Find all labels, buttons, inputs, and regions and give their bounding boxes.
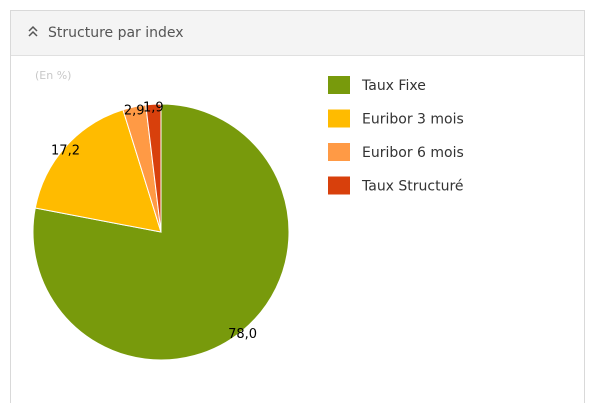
panel-title: Structure par index [48, 25, 184, 41]
legend-label: Taux Fixe [361, 78, 426, 94]
legend-label: Taux Structuré [361, 179, 464, 195]
chart-subtitle: (En %) [35, 69, 71, 82]
legend-label: Euribor 3 mois [362, 112, 464, 128]
legend-swatch [328, 109, 350, 128]
data-label: 1,9 [143, 101, 164, 116]
collapse-icon[interactable] [28, 25, 38, 37]
panel-header[interactable] [11, 11, 584, 55]
data-label: 2,9 [124, 103, 145, 118]
data-label: 17,2 [51, 143, 80, 158]
pie-slice [34, 109, 162, 233]
data-label: 78,0 [228, 327, 257, 342]
legend-swatch [328, 76, 350, 94]
pie-slice [145, 103, 162, 233]
legend-swatch [328, 176, 350, 195]
legend-label: Euribor 6 mois [362, 145, 464, 161]
legend-swatch [328, 143, 350, 161]
